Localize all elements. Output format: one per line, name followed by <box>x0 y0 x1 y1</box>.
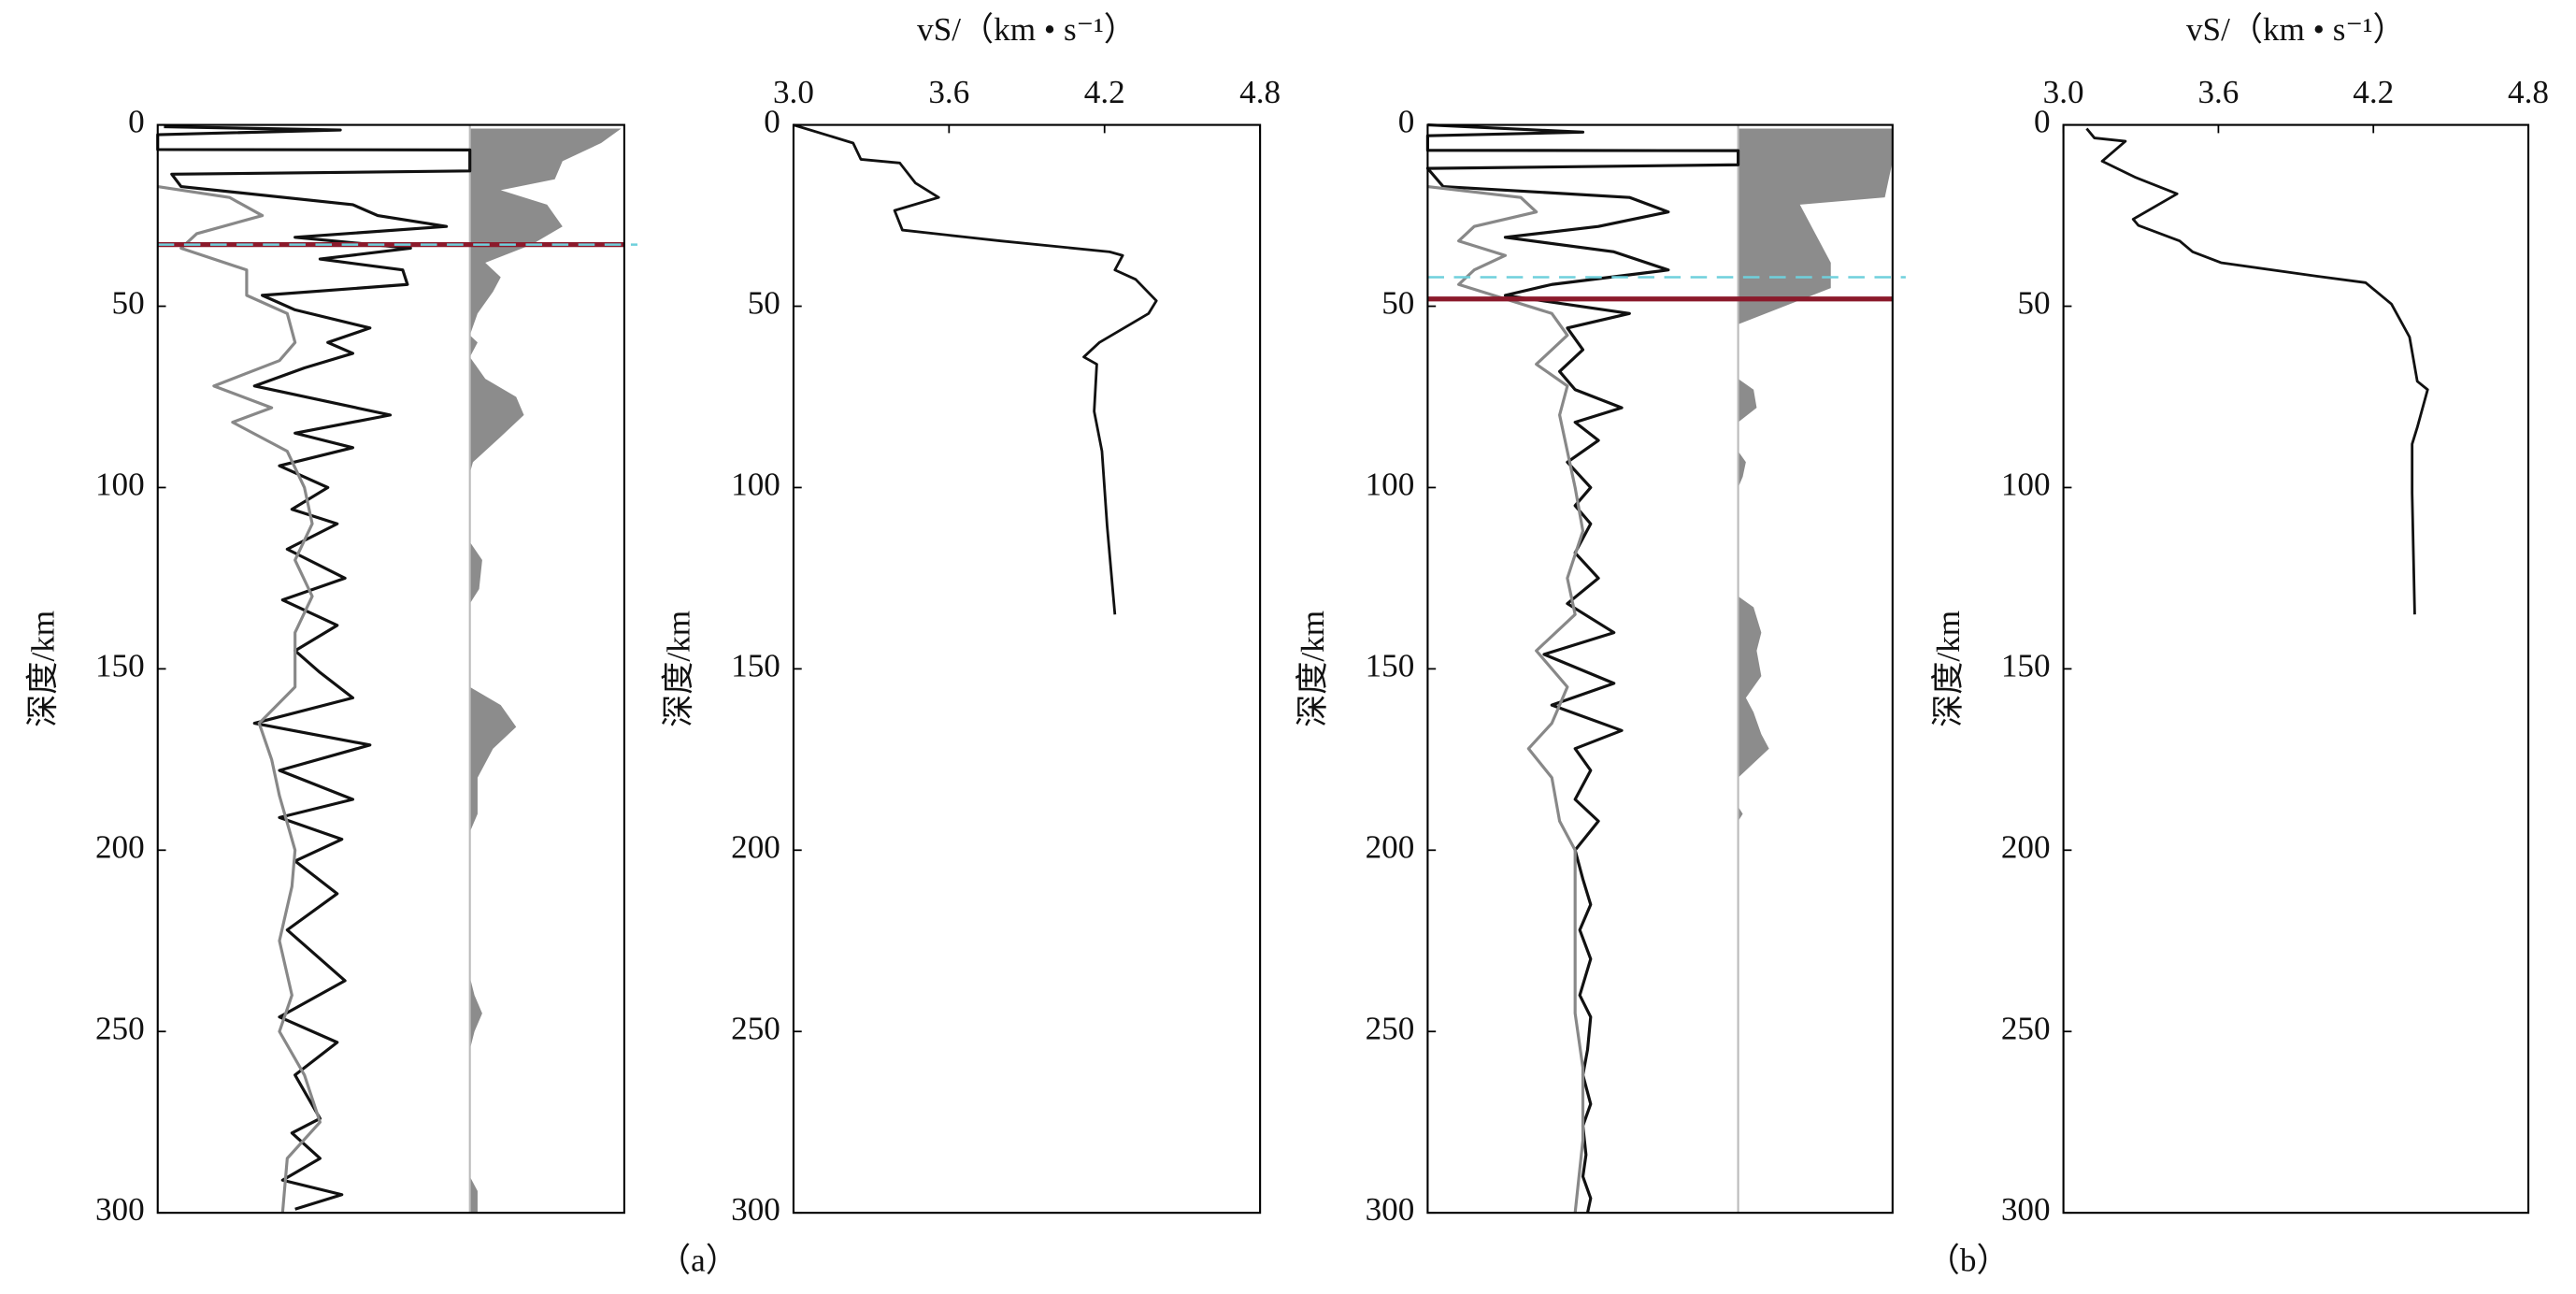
y-tick-label: 100 <box>2001 467 2051 503</box>
velocity-profile <box>2085 127 2429 615</box>
y-tick-label: 300 <box>95 1191 145 1228</box>
y-tick-label: 150 <box>1366 647 1415 683</box>
y-tick-label: 200 <box>1366 828 1415 865</box>
y-axis-label: 深度/km <box>1930 611 1967 727</box>
y-tick-label: 250 <box>2001 1010 2051 1046</box>
y-tick-label: 50 <box>748 285 780 322</box>
x-axis-label: vS/（km • s⁻¹） <box>2186 11 2406 48</box>
x-tick-label: 3.6 <box>2197 74 2239 110</box>
rf-trace <box>1427 184 1585 1214</box>
y-tick-label: 250 <box>731 1010 780 1046</box>
y-axis-label: 深度/km <box>1295 611 1331 727</box>
rf-trace <box>156 124 472 1211</box>
panel-frame <box>156 123 625 1215</box>
y-tick-label: 300 <box>2001 1191 2051 1228</box>
y-tick-label: 150 <box>731 647 780 683</box>
y-tick-label: 100 <box>95 467 145 503</box>
x-tick-label: 4.2 <box>1084 74 1125 110</box>
y-tick-label: 100 <box>1366 467 1415 503</box>
rf-fill <box>469 128 622 1214</box>
y-tick-label: 200 <box>731 828 780 865</box>
y-tick-label: 300 <box>731 1191 780 1228</box>
rf-trace <box>157 184 322 1214</box>
y-tick-label: 0 <box>2034 104 2051 140</box>
y-axis-label: 深度/km <box>660 611 696 727</box>
y-tick-label: 50 <box>112 285 145 322</box>
y-tick-label: 200 <box>2001 828 2051 865</box>
y-tick-label: 300 <box>1366 1191 1415 1228</box>
y-tick-label: 200 <box>95 828 145 865</box>
y-tick-label: 150 <box>2001 647 2051 683</box>
x-tick-label: 4.2 <box>2353 74 2394 110</box>
y-tick-label: 0 <box>764 104 780 140</box>
velocity-profile <box>793 123 1158 615</box>
x-tick-label: 4.8 <box>1239 74 1281 110</box>
panel-caption: （a） <box>658 1243 738 1279</box>
y-tick-label: 250 <box>1366 1010 1415 1046</box>
panel-frame <box>792 123 1262 1215</box>
y-axis-label: 深度/km <box>24 611 61 727</box>
panel-frame <box>2062 123 2530 1215</box>
x-tick-label: 3.0 <box>773 74 814 110</box>
y-tick-label: 150 <box>95 647 145 683</box>
rf-trace <box>1425 123 1740 1214</box>
y-tick-label: 0 <box>1398 104 1415 140</box>
y-tick-label: 0 <box>128 104 145 140</box>
x-axis-label: vS/（km • s⁻¹） <box>917 11 1137 48</box>
y-tick-label: 250 <box>95 1010 145 1046</box>
x-tick-label: 4.8 <box>2508 74 2549 110</box>
y-tick-label: 100 <box>731 467 780 503</box>
y-tick-label: 50 <box>2017 285 2050 322</box>
x-tick-label: 3.0 <box>2043 74 2084 110</box>
y-tick-label: 50 <box>1381 285 1414 322</box>
x-tick-label: 3.6 <box>928 74 969 110</box>
rf-fill <box>1738 128 1893 1214</box>
panel-caption: （b） <box>1927 1243 2010 1279</box>
